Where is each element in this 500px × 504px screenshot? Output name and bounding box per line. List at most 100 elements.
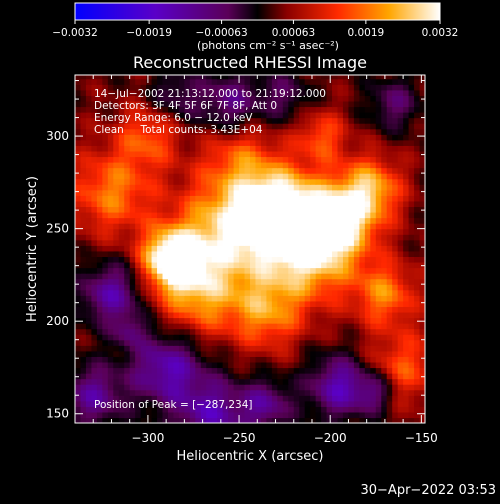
heatmap-cell <box>85 134 93 141</box>
heatmap-cell <box>414 106 421 113</box>
heatmap-cell <box>195 223 202 230</box>
heatmap-cell <box>239 400 246 407</box>
heatmap-cell <box>135 400 142 407</box>
heatmap-cell <box>184 311 191 319</box>
heatmap-cell <box>244 84 251 91</box>
heatmap-cell <box>233 289 240 296</box>
heatmap-cell <box>255 400 262 407</box>
heatmap-cell <box>353 317 360 324</box>
heatmap-cell <box>162 328 169 335</box>
heatmap-cell <box>408 345 415 352</box>
heatmap-cell <box>255 300 262 307</box>
heatmap-cell <box>129 250 136 257</box>
heatmap-cell <box>310 267 317 274</box>
heatmap-cell <box>392 278 399 285</box>
heatmap-cell <box>250 134 257 141</box>
heatmap-cell <box>310 384 317 391</box>
heatmap-cell <box>189 145 196 152</box>
heatmap-cell <box>118 106 125 113</box>
heatmap-cell <box>348 75 355 80</box>
heatmap-cell <box>359 417 366 423</box>
heatmap-cell <box>282 361 289 369</box>
heatmap-cell <box>173 167 180 174</box>
heatmap-cell <box>359 145 366 152</box>
heatmap-cell <box>80 178 87 185</box>
heatmap-cell <box>80 406 87 413</box>
heatmap-cell <box>85 217 93 224</box>
heatmap-cell <box>310 245 317 252</box>
heatmap-cell <box>408 256 415 263</box>
heatmap-cell <box>288 339 295 346</box>
heatmap-cell <box>178 328 185 335</box>
heatmap-cell <box>419 156 425 163</box>
heatmap-cell <box>315 123 322 130</box>
heatmap-cell <box>151 361 158 369</box>
heatmap-cell <box>107 234 114 241</box>
heatmap-cell <box>408 234 415 241</box>
heatmap-cell <box>124 200 131 208</box>
heatmap-cell <box>359 178 366 185</box>
heatmap-cell <box>370 261 377 269</box>
heatmap-cell <box>173 211 180 219</box>
heatmap-cell <box>146 245 153 252</box>
heatmap-cell <box>282 306 289 313</box>
heatmap-cell <box>173 206 180 213</box>
heatmap-cell <box>271 106 278 113</box>
heatmap-cell <box>200 206 207 213</box>
heatmap-cell <box>353 123 360 130</box>
heatmap-cell <box>124 228 131 235</box>
heatmap-cell <box>403 106 410 113</box>
heatmap-cell <box>228 311 235 319</box>
heatmap-cell <box>397 139 404 146</box>
heatmap-cell <box>162 239 169 246</box>
heatmap-cell <box>321 317 328 324</box>
heatmap-cell <box>75 334 82 341</box>
heatmap-cell <box>364 84 371 91</box>
heatmap-cell <box>342 350 350 357</box>
heatmap-cell <box>277 117 284 124</box>
heatmap-cell <box>113 250 120 257</box>
heatmap-cell <box>146 406 153 413</box>
heatmap-cell <box>288 167 295 174</box>
heatmap-cell <box>282 100 289 108</box>
heatmap-cell <box>113 134 120 141</box>
heatmap-cell <box>107 378 114 385</box>
heatmap-cell <box>304 106 311 113</box>
heatmap-cell <box>332 356 339 363</box>
heatmap-cell <box>113 245 120 252</box>
heatmap-cell <box>342 189 350 196</box>
heatmap-cell <box>419 278 425 285</box>
heatmap-cell <box>107 200 114 208</box>
heatmap-cell <box>282 211 289 219</box>
heatmap-cell <box>348 295 355 302</box>
heatmap-cell <box>277 295 284 302</box>
heatmap-cell <box>178 195 185 202</box>
heatmap-cell <box>167 217 175 224</box>
heatmap-cell <box>288 278 295 285</box>
heatmap-cell <box>337 373 344 380</box>
heatmap-cell <box>250 139 257 146</box>
heatmap-cell <box>315 306 322 313</box>
heatmap-cell <box>129 284 136 291</box>
heatmap-cell <box>217 112 224 119</box>
heatmap-cell <box>353 334 360 341</box>
colorbar-tick-label: −0.00063 <box>195 27 247 39</box>
heatmap-cell <box>157 75 164 80</box>
heatmap-cell <box>271 311 278 319</box>
heatmap-cell <box>157 139 164 146</box>
heatmap-cell <box>277 250 284 257</box>
heatmap-cell <box>332 250 339 257</box>
heatmap-cell <box>178 223 185 230</box>
heatmap-cell <box>293 284 300 291</box>
heatmap-cell <box>419 300 425 307</box>
heatmap-cell <box>414 400 421 407</box>
heatmap-cell <box>239 223 246 230</box>
heatmap-cell <box>233 389 240 396</box>
heatmap-cell <box>321 228 328 235</box>
heatmap-cell <box>129 278 136 285</box>
heatmap-cell <box>217 150 224 158</box>
heatmap-cell <box>211 267 218 274</box>
heatmap-cell <box>375 184 382 191</box>
heatmap-cell <box>403 256 410 263</box>
heatmap-cell <box>419 250 425 257</box>
